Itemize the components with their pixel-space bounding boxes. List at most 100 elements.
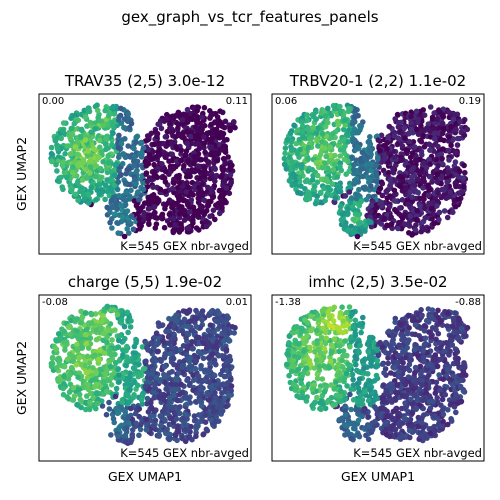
scatter-point xyxy=(115,230,121,236)
scatter-point xyxy=(83,331,89,338)
scatter-point xyxy=(317,405,323,412)
scatter-point xyxy=(373,372,380,379)
scatter-point xyxy=(421,412,427,418)
scatter-point xyxy=(341,156,348,163)
scatter-point xyxy=(305,168,312,174)
scatter-point xyxy=(445,194,452,200)
scatter-point xyxy=(92,352,98,359)
scatter-point xyxy=(160,337,166,344)
scatter-point xyxy=(283,166,290,172)
scatter-point xyxy=(192,168,199,174)
scatter-point xyxy=(76,391,83,398)
scatter-point xyxy=(146,152,153,158)
scatter-point xyxy=(221,177,227,184)
scatter-point xyxy=(420,185,426,191)
scatter-point xyxy=(207,368,213,375)
scatter-point xyxy=(58,174,64,181)
scatter-point xyxy=(104,334,110,341)
scatter-point xyxy=(451,112,458,118)
scatter-point xyxy=(124,354,130,360)
scatter-point xyxy=(195,199,202,206)
scatter-point xyxy=(157,378,163,385)
scatter-point xyxy=(164,386,170,392)
scatter-point xyxy=(196,227,202,233)
scatter-point xyxy=(154,195,160,202)
scatter-point xyxy=(319,131,326,137)
scatter-point xyxy=(104,327,111,334)
scatter-point xyxy=(398,157,405,163)
scatter-point xyxy=(53,161,59,168)
scatter-point xyxy=(110,103,116,110)
scatter-point xyxy=(139,344,146,350)
scatter-point xyxy=(304,112,310,118)
scatter-point xyxy=(356,220,362,227)
scatter-point xyxy=(190,372,196,379)
scatter-point xyxy=(192,399,199,405)
scatter-point xyxy=(119,399,125,405)
scatter-point xyxy=(115,366,121,373)
scatter-point xyxy=(403,147,410,154)
scatter-point xyxy=(434,116,440,122)
scatter-point xyxy=(178,319,185,326)
scatter-point xyxy=(121,124,127,131)
scatter-point xyxy=(345,210,351,217)
scatter-point xyxy=(407,189,413,195)
scatter-point xyxy=(350,166,357,173)
scatter-point xyxy=(202,209,209,215)
scatter-point xyxy=(152,340,159,346)
scatter-point xyxy=(116,424,123,431)
scatter-point xyxy=(181,162,187,169)
scatter-point xyxy=(67,351,73,357)
scatter-point xyxy=(397,205,403,211)
scatter-point xyxy=(64,394,70,400)
scatter-point xyxy=(116,132,122,139)
scatter-point xyxy=(289,182,296,188)
scatter-point xyxy=(156,393,162,400)
scatter-point xyxy=(152,214,159,221)
scatter-point xyxy=(322,123,329,130)
scatter-point xyxy=(144,395,151,402)
scatter-point xyxy=(433,156,440,163)
scatter-point xyxy=(296,136,303,143)
scatter-point xyxy=(216,187,223,194)
scatter-point xyxy=(227,125,233,132)
scatter-point xyxy=(340,126,347,133)
scatter-point xyxy=(150,367,157,373)
scatter-point xyxy=(356,186,362,193)
scatter-point xyxy=(431,110,438,116)
scatter-point xyxy=(441,187,447,193)
scatter-point xyxy=(92,126,98,132)
scatter-point xyxy=(124,226,130,232)
scatter-point xyxy=(420,127,427,133)
scatter-point xyxy=(136,432,142,439)
scatter-point xyxy=(446,134,452,140)
scatter-point xyxy=(385,360,392,367)
scatter-point xyxy=(161,364,168,370)
scatter-point xyxy=(149,405,155,412)
scatter-point xyxy=(199,181,206,187)
scatter-point xyxy=(309,177,316,183)
scatter-point xyxy=(126,165,132,172)
scatter-point xyxy=(201,173,208,179)
scatter-point xyxy=(448,124,454,130)
scatter-point xyxy=(305,156,311,162)
scatter-point xyxy=(54,145,61,152)
scatter-point xyxy=(176,175,182,181)
panel-annotation: K=545 GEX nbr-avged xyxy=(120,239,249,253)
scatter-point xyxy=(141,366,147,372)
figure-suptitle: gex_graph_vs_tcr_features_panels xyxy=(121,8,378,27)
scatter-point xyxy=(461,364,467,371)
scatter-point xyxy=(196,419,202,425)
scatter-point xyxy=(76,160,83,166)
scatter-point xyxy=(190,387,196,394)
scatter-point xyxy=(398,331,404,338)
scatter-point xyxy=(176,391,183,398)
scatter-point xyxy=(212,178,218,184)
scatter-point xyxy=(171,349,178,355)
scatter-point xyxy=(122,201,129,208)
scatter-point xyxy=(102,107,108,114)
scatter-point xyxy=(196,184,202,191)
scatter-point xyxy=(305,144,312,151)
scatter-point xyxy=(432,427,439,434)
